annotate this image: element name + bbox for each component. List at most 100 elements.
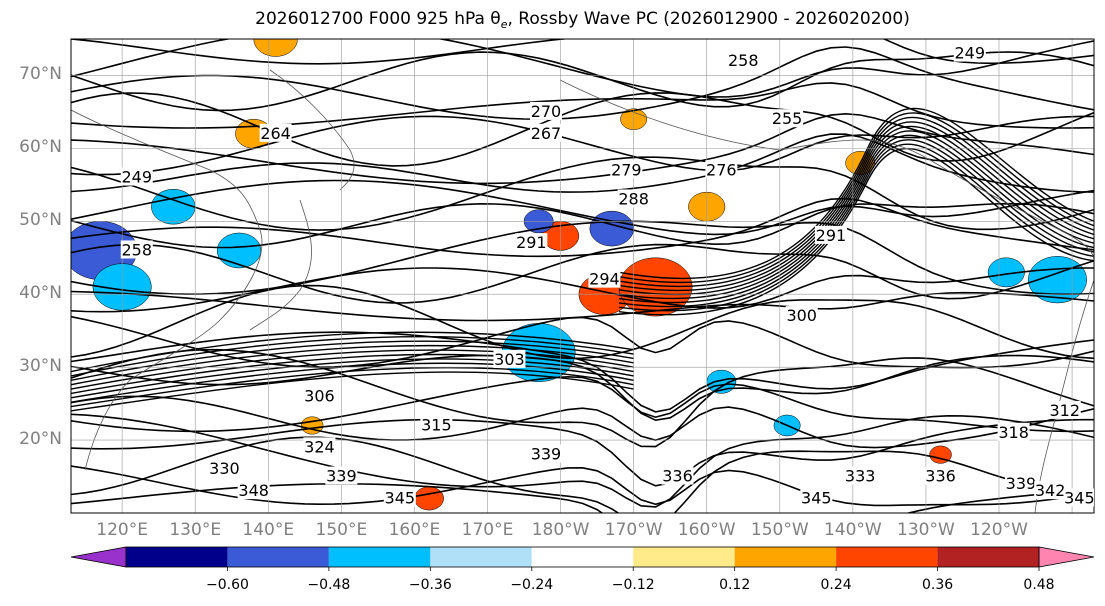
contour-labels: 258 249 270 255 267 264 279 276 288 249 258 291 291 2… <box>120 43 1095 507</box>
contour-label: 339 <box>531 445 562 464</box>
contour-label: 345 <box>385 488 416 507</box>
contour-layer <box>71 39 1094 513</box>
contour-label-bg <box>259 123 292 142</box>
contour-label-bg <box>610 160 643 179</box>
contour-label-bg <box>529 444 562 463</box>
lat-tick-label: 50°N <box>19 210 62 231</box>
colorbar-extend-high <box>1038 546 1095 568</box>
contour-label: 339 <box>1006 474 1037 493</box>
map-title: 2026012700 F000 925 hPa θe, Rossby Wave … <box>0 9 1105 31</box>
contour-line <box>71 348 1094 448</box>
contour-label: 336 <box>925 467 956 486</box>
contour-line <box>618 112 1094 284</box>
lon-tick-label: 140°E <box>242 520 295 540</box>
contour-label: 318 <box>998 423 1029 442</box>
contour-label-bg <box>303 386 336 405</box>
contour-label: 267 <box>531 124 562 143</box>
contour-line <box>71 340 634 381</box>
contour-line <box>71 358 634 399</box>
coastline-namerica <box>1034 279 1094 513</box>
colorbar-segment <box>633 547 735 567</box>
contour-label-bg <box>529 123 562 142</box>
contour-line <box>71 46 1094 121</box>
colorbar-tick-label: 0.24 <box>820 577 852 593</box>
contour-label-bg <box>303 437 336 456</box>
contour-line <box>71 112 1094 185</box>
contour-line <box>618 121 1094 292</box>
contour-label-bg <box>493 349 526 368</box>
colorbar-tick-label: −0.60 <box>205 577 249 593</box>
colorbar-tick-label: −0.36 <box>408 577 452 593</box>
contour-line <box>71 331 634 373</box>
contour-label: 291 <box>816 226 847 245</box>
contour-line <box>71 243 1094 304</box>
coastline-layer <box>71 69 1094 513</box>
contour-label: 324 <box>304 437 335 456</box>
contour-label-bg <box>1048 400 1081 419</box>
contour-line <box>71 349 634 390</box>
contour-line <box>71 362 634 403</box>
lon-tick-label: 130°W <box>897 520 955 540</box>
contour-line <box>618 134 1094 304</box>
contour-label: 258 <box>728 51 759 70</box>
coastline-kamchatka <box>269 69 355 191</box>
contour-line <box>71 51 1094 112</box>
colorbar-tick-label: −0.48 <box>307 577 351 593</box>
contour-label-bg <box>325 466 358 485</box>
contour-label: 276 <box>706 160 737 179</box>
colorbar-segments <box>70 546 1095 571</box>
contour-label: 336 <box>662 467 693 486</box>
contour-label-bg <box>953 43 986 62</box>
lon-tick-label: 180°W <box>531 520 590 540</box>
contour-line <box>71 331 1094 413</box>
coastline-japan <box>249 199 312 331</box>
lon-tick-label: 150°W <box>750 520 809 540</box>
contour-label: 288 <box>618 189 649 208</box>
contour-label: 345 <box>1064 488 1095 507</box>
colorbar-segment <box>227 547 329 567</box>
contour-label: 342 <box>1035 481 1066 500</box>
contour-line <box>71 413 1094 508</box>
contour-label-bg <box>588 269 621 288</box>
contour-label: 249 <box>955 44 986 63</box>
anomaly-patch <box>253 39 298 57</box>
contour-line <box>71 179 1094 236</box>
contour-label-bg <box>800 488 833 507</box>
colorbar-tick-label: 0.48 <box>1023 577 1055 593</box>
contour-label: 312 <box>1049 401 1080 420</box>
contour-label-bg <box>924 466 957 485</box>
contour-label: 300 <box>786 306 817 325</box>
contour-label-bg <box>844 466 877 485</box>
contour-label: 348 <box>238 481 269 500</box>
lon-tick-label: 170°E <box>461 520 514 540</box>
contour-line <box>71 371 634 412</box>
lon-tick-label: 160°W <box>677 520 736 540</box>
lon-tick-label: 130°E <box>169 520 222 540</box>
contour-label: 291 <box>516 233 547 252</box>
colorbar-tick-label: −0.12 <box>611 577 655 593</box>
colorbar-segment <box>328 547 431 567</box>
contour-line <box>71 39 1094 98</box>
contour-label-bg <box>1034 481 1067 500</box>
lat-tick-label: 70°N <box>19 64 62 85</box>
contour-line <box>71 39 1094 65</box>
contour-line <box>71 395 1094 449</box>
contour-line <box>71 436 1094 513</box>
colorbar-segment <box>430 547 532 567</box>
colorbar-tick-label: 0.36 <box>921 577 954 593</box>
title-main: 2026012700 F000 925 hPa <box>255 9 491 29</box>
contour-label: 315 <box>421 415 452 434</box>
contour-line <box>618 125 1094 296</box>
contour-label-bg <box>617 189 650 208</box>
contour-line <box>71 336 634 377</box>
contour-line <box>71 156 1094 231</box>
title-theta: θ <box>490 9 501 29</box>
lon-tick-label: 170°W <box>604 520 663 540</box>
contour-label-bg <box>383 488 416 507</box>
contour-line <box>71 82 1094 129</box>
colorbar-segment <box>937 547 1039 567</box>
contour-label: 306 <box>304 386 335 405</box>
contour-label: 345 <box>801 488 832 507</box>
